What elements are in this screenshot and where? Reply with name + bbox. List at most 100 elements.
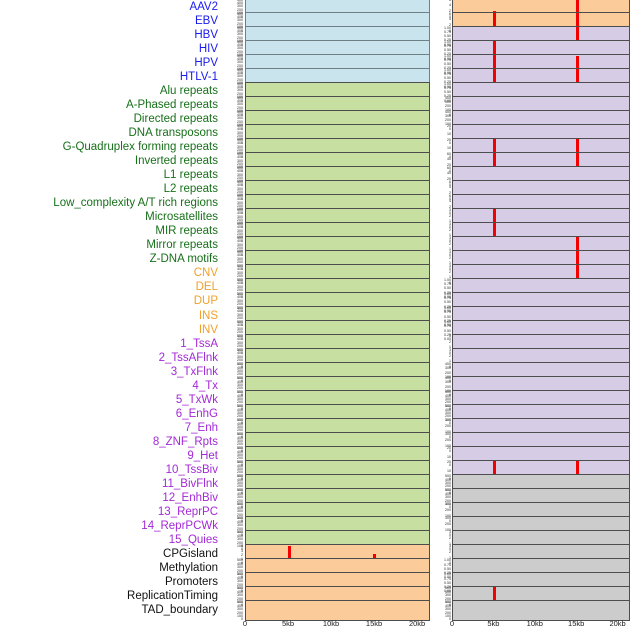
left-ytick: 100	[237, 25, 243, 30]
right-ytick: 3	[449, 249, 451, 254]
right-ytick: 2	[449, 536, 451, 541]
right-panel	[452, 0, 630, 622]
right-ytick: 300	[445, 607, 451, 612]
left-ytick: 500	[237, 165, 243, 170]
left-ytick: 300	[237, 200, 243, 205]
left-ytick: 200	[237, 91, 243, 96]
right-ytick: 4	[449, 199, 451, 204]
left-ytick: 200	[237, 21, 243, 26]
left-ytick: 400	[237, 365, 243, 370]
right-ytick: 0.75	[444, 282, 451, 287]
left-ytick: 200	[237, 133, 243, 138]
left-ytick: 100	[237, 11, 243, 16]
left-ytick: 100	[237, 95, 243, 100]
right-ytick: 500	[445, 474, 451, 479]
left-ytick: 100	[237, 81, 243, 86]
right-ytick: 300	[445, 366, 451, 371]
row-label-methylation: Methylation	[159, 561, 218, 574]
right-ytick: 300	[445, 593, 451, 598]
left-ytick: 400	[237, 519, 243, 524]
left-ytick: 400	[237, 505, 243, 510]
left-ytick: 500	[237, 488, 243, 493]
track-peak	[493, 461, 497, 480]
left-ytick: 100	[237, 263, 243, 268]
left-ytick: 100	[237, 586, 243, 591]
left-ytick: 400	[237, 57, 243, 61]
right-ytick: 100	[445, 487, 451, 492]
left-ytick: 100	[237, 53, 243, 58]
row-label-7-enh: 7_Enh	[184, 421, 218, 434]
left-ytick: 0	[241, 126, 243, 131]
track-peak	[575, 55, 579, 73]
right-ytick: 100	[445, 501, 451, 506]
right-ytick: 200	[445, 414, 451, 419]
left-ytick: 500	[237, 390, 243, 395]
right-ytick: 0.00	[444, 337, 451, 342]
right-panel-y-axis: 642064201.000.750.500.250.001.000.750.50…	[432, 0, 452, 621]
left-ytick: 400	[237, 295, 243, 300]
right-ytick: 200	[445, 423, 451, 428]
left-ytick: 200	[237, 372, 243, 377]
left-ytick: 300	[237, 88, 243, 93]
left-ytick: 200	[237, 232, 243, 237]
right-ytick: 100	[445, 122, 451, 127]
left-ytick: 100	[237, 403, 243, 408]
left-ytick: 400	[237, 267, 243, 272]
left-ytick: 100	[237, 235, 243, 240]
right-ytick: 10	[447, 454, 451, 459]
right-ytick: 0	[449, 617, 451, 622]
row-label-z-dna-motifs: Z-DNA motifs	[149, 253, 218, 266]
left-ytick: 200	[237, 288, 243, 293]
left-ytick: 300	[237, 565, 243, 570]
left-ytick: 400	[237, 99, 243, 104]
left-ytick: 400	[237, 42, 243, 47]
right-ytick: 200	[445, 610, 451, 615]
right-ytick: 200	[445, 596, 451, 601]
left-ytick: 200	[237, 105, 243, 110]
row-label-14-reprpcwk: 14_ReprPCWk	[141, 519, 218, 532]
right-ytick: 0.25	[444, 304, 451, 309]
left-ytick: 100	[237, 109, 243, 114]
right-ytick: 1.00	[444, 25, 451, 30]
track-peak	[493, 68, 497, 87]
right-ytick: 2	[449, 8, 451, 13]
right-ytick: 1	[449, 219, 451, 224]
right-ytick: 0	[449, 435, 451, 440]
left-ytick: 0	[241, 477, 243, 482]
right-ytick: 0	[449, 14, 451, 19]
right-ytick: 60	[447, 165, 451, 170]
left-ytick: 500	[237, 516, 243, 521]
left-xtick: 20kb	[408, 619, 426, 628]
row-label-6-enhg: 6_EnhG	[175, 407, 218, 420]
right-ytick: 100	[445, 513, 451, 518]
row-label-inverted-repeats: Inverted repeats	[134, 155, 218, 168]
right-ytick: 0	[449, 168, 451, 173]
track-peak	[287, 546, 291, 564]
left-ytick: 100	[237, 529, 243, 534]
left-ytick: 100	[237, 137, 243, 142]
left-ytick: 300	[237, 228, 243, 233]
left-ytick: 200	[237, 316, 243, 321]
left-ytick: 100	[237, 207, 243, 212]
left-ytick: 100	[237, 179, 243, 184]
row-label-hiv: HIV	[198, 43, 218, 56]
right-ytick: 300	[445, 432, 451, 437]
left-ytick: 500	[237, 11, 243, 16]
right-ytick: 0	[449, 505, 451, 510]
track-peak	[493, 587, 497, 606]
row-label-5-txwk: 5_TxWk	[175, 393, 218, 406]
right-ytick: 500	[445, 600, 451, 605]
right-ytick: 0	[449, 112, 451, 117]
left-ytick: 0	[241, 379, 243, 384]
right-ytick: 100	[445, 108, 451, 113]
left-track-tad-boundary	[245, 600, 430, 622]
right-ytick: 1	[449, 261, 451, 266]
row-label-8-znf-rpts: 8_ZNF_Rpts	[152, 435, 218, 448]
left-ytick: 200	[237, 582, 243, 587]
row-label-mir-repeats: MIR repeats	[155, 225, 218, 238]
left-ytick: 500	[237, 53, 243, 58]
right-ytick: 100	[445, 417, 451, 422]
left-ytick: 300	[237, 424, 243, 429]
right-ytick: 300	[445, 418, 451, 423]
left-ytick: 300	[237, 354, 243, 359]
